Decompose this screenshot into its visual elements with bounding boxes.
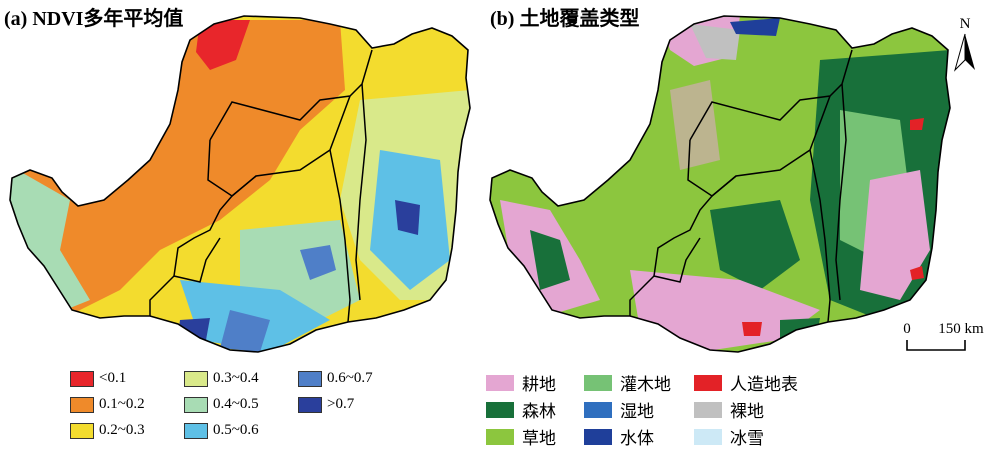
legend-label: 0.1~0.2 <box>99 396 145 412</box>
legend-item-wetland: 湿地 <box>584 397 654 422</box>
legend-swatch <box>584 401 612 418</box>
legend-label: 0.3~0.4 <box>213 370 259 386</box>
legend-item-snow-ice: 冰雪 <box>694 424 764 449</box>
land-cover-map <box>489 15 951 353</box>
legend-swatch <box>694 374 722 391</box>
legend-swatch <box>584 428 612 445</box>
legend-item-water: 水体 <box>584 424 654 449</box>
legend-label: >0.7 <box>327 396 355 412</box>
legend-swatch <box>584 374 612 391</box>
legend-swatch <box>184 422 208 439</box>
legend-label: 湿地 <box>620 402 654 421</box>
legend-swatch <box>70 422 94 439</box>
legend-item-gt-0-7: >0.7 <box>298 396 354 413</box>
legend-swatch <box>184 396 208 413</box>
legend-label: 草地 <box>522 429 556 448</box>
legend-item-0-3-0-4: 0.3~0.4 <box>184 370 259 387</box>
legend-label: 0.6~0.7 <box>327 370 373 386</box>
legend-label: 耕地 <box>522 375 556 394</box>
legend-label: 0.4~0.5 <box>213 396 259 412</box>
panel-b-title: (b) 土地覆盖类型 <box>490 8 640 30</box>
panel-a-title: (a) NDVI多年平均值 <box>4 8 184 30</box>
legend-swatch <box>184 370 208 387</box>
legend-swatch <box>70 370 94 387</box>
ndvi-map <box>9 15 471 353</box>
legend-item-cropland: 耕地 <box>486 370 556 395</box>
legend-item-shrubland: 灌木地 <box>584 370 671 395</box>
legend-swatch <box>298 370 322 387</box>
legend-label: 森林 <box>522 402 556 421</box>
north-arrow-icon: N <box>954 16 975 72</box>
legend-swatch <box>486 401 514 418</box>
scale-zero-label: 0 <box>903 321 911 337</box>
legend-item-grassland: 草地 <box>486 424 556 449</box>
north-label: N <box>960 16 971 32</box>
legend-item-0-4-0-5: 0.4~0.5 <box>184 396 259 413</box>
legend-label: 人造地表 <box>730 375 798 394</box>
legend-item-0-6-0-7: 0.6~0.7 <box>298 370 373 387</box>
legend-label: 水体 <box>620 429 654 448</box>
scale-distance-label: 150 km <box>938 321 984 337</box>
legend-item-0-2-0-3: 0.2~0.3 <box>70 422 145 439</box>
legend-swatch <box>486 374 514 391</box>
legend-label: 灌木地 <box>620 375 671 394</box>
scale-bar: 0 150 km <box>903 321 984 351</box>
legend-label: <0.1 <box>99 370 127 386</box>
legend-swatch <box>298 396 322 413</box>
legend-item-0-5-0-6: 0.5~0.6 <box>184 422 259 439</box>
legend-swatch <box>694 428 722 445</box>
legend-swatch <box>694 401 722 418</box>
land-cover-map-panel: (b) 土地覆盖类型 耕地 森林 草地 灌木地 湿地 水体 人造地表 <box>480 0 1000 448</box>
legend-label: 裸地 <box>730 402 764 421</box>
legend-item-artificial-surface: 人造地表 <box>694 370 798 395</box>
ndvi-province-boundaries <box>149 49 373 323</box>
legend-label: 冰雪 <box>730 429 764 448</box>
legend-swatch <box>70 396 94 413</box>
ndvi-map-panel: (a) NDVI多年平均值 <0.1 0.1~0.2 0.2~0.3 0.3~0… <box>0 0 490 448</box>
legend-item-bare-land: 裸地 <box>694 397 764 422</box>
legend-label: 0.2~0.3 <box>99 422 145 438</box>
ndvi-raster <box>10 16 470 352</box>
legend-item-0-1-0-2: 0.1~0.2 <box>70 396 145 413</box>
land-cover-province-boundaries <box>629 49 853 323</box>
legend-item-lt-0-1: <0.1 <box>70 370 126 387</box>
legend-item-forest: 森林 <box>486 397 556 422</box>
legend-label: 0.5~0.6 <box>213 422 259 438</box>
legend-swatch <box>486 428 514 445</box>
